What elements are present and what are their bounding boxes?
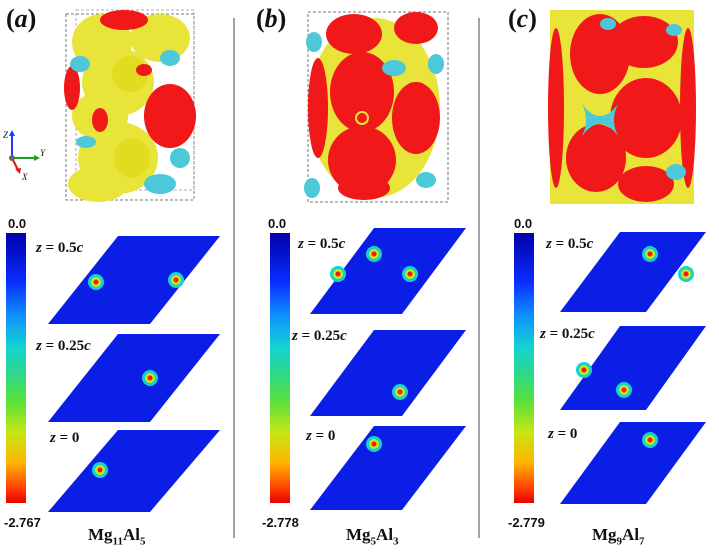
charge-spot <box>678 266 694 282</box>
panel-divider-left <box>233 18 235 538</box>
charge-slice-0.5c <box>48 236 220 324</box>
compound-label: Mg5Al3 <box>346 525 399 548</box>
charge-spot <box>142 370 158 386</box>
charge-spot <box>576 362 592 378</box>
panel-b: (b) 0.0 -2.778 z = 0.5c z = 0.25c z = 0 … <box>240 0 475 557</box>
slice-label-0.5c: z = 0.5c <box>298 236 346 252</box>
charge-spot <box>88 274 104 290</box>
charge-spot <box>92 462 108 478</box>
charge-slice-0.25c <box>560 326 706 410</box>
axis-x-label: X <box>21 172 28 182</box>
charge-spot <box>366 436 382 452</box>
colorbar-max-label: 0.0 <box>8 216 27 231</box>
panel-divider-right <box>478 18 480 538</box>
colorbar-min-label: -2.767 <box>4 515 41 530</box>
charge-spot <box>642 246 658 262</box>
colorbar <box>6 233 26 503</box>
slice-label-0: z = 0 <box>548 426 578 442</box>
charge-spot <box>330 266 346 282</box>
slice-label-0.5c: z = 0.5c <box>546 236 594 252</box>
charge-spot <box>616 382 632 398</box>
slice-label-0.25c: z = 0.25c <box>292 328 347 344</box>
charge-spot <box>642 432 658 448</box>
slice-label-0: z = 0 <box>50 430 80 446</box>
colorbar-max-label: 0.0 <box>268 216 287 231</box>
panel-c: (c) 0.0 -2.779 z = 0.5c z = 0.25c z = 0 … <box>484 0 719 557</box>
charge-slice-0.5c <box>560 232 706 312</box>
slice-label-0.25c: z = 0.25c <box>36 338 91 354</box>
axis-z-label: Z <box>3 130 9 140</box>
axis-y-label: Y <box>40 148 46 158</box>
panel-label: (c) <box>508 4 537 33</box>
isosurface-plot <box>64 9 196 202</box>
colorbar <box>514 233 534 503</box>
charge-spot <box>402 266 418 282</box>
slice-label-0: z = 0 <box>306 428 336 444</box>
panel-label: (a) <box>6 4 37 33</box>
slice-label-0.5c: z = 0.5c <box>36 240 84 256</box>
compound-label: Mg9Al7 <box>592 525 645 548</box>
isosurface-plot <box>304 11 449 203</box>
charge-slice-0.25c <box>48 334 220 422</box>
colorbar-min-label: -2.778 <box>262 515 299 530</box>
axes-triad-icon: Z Y X <box>3 130 46 182</box>
compound-label: Mg11Al5 <box>88 525 146 548</box>
isosurface-plot <box>548 10 696 204</box>
charge-slice-0.25c <box>310 330 466 416</box>
charge-spot <box>366 246 382 262</box>
colorbar-max-label: 0.0 <box>514 216 533 231</box>
panel-a: (a) Z Y X 0.0 -2.767 z = <box>0 0 235 557</box>
charge-slice-0 <box>560 422 706 504</box>
panel-label: (b) <box>256 4 287 33</box>
colorbar-min-label: -2.779 <box>508 515 545 530</box>
charge-slice-0.5c <box>310 228 466 314</box>
charge-spot <box>392 384 408 400</box>
slice-label-0.25c: z = 0.25c <box>540 326 595 342</box>
charge-slice-0 <box>48 430 220 512</box>
charge-slice-0 <box>310 426 466 510</box>
colorbar <box>270 233 290 503</box>
charge-spot <box>168 272 184 288</box>
